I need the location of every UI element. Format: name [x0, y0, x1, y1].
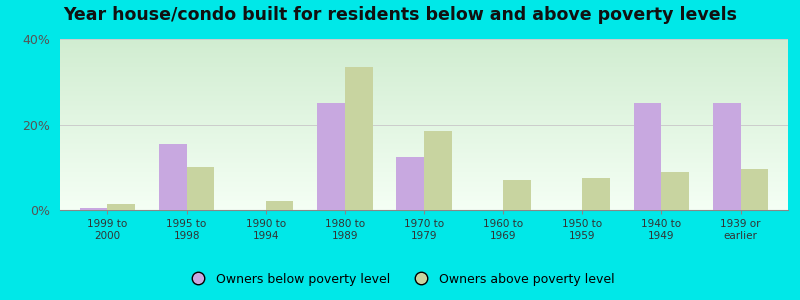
Bar — [266, 202, 294, 210]
Bar — [345, 67, 373, 210]
Bar — [159, 144, 186, 210]
Bar — [424, 131, 452, 210]
Legend: Owners below poverty level, Owners above poverty level: Owners below poverty level, Owners above… — [181, 268, 619, 291]
Bar — [107, 204, 135, 210]
Bar — [80, 208, 107, 210]
Bar — [317, 103, 345, 210]
Bar — [741, 169, 768, 210]
Bar — [662, 172, 689, 210]
Bar — [713, 103, 741, 210]
Bar — [186, 167, 214, 210]
Bar — [396, 157, 424, 210]
Bar — [634, 103, 662, 210]
Bar — [582, 178, 610, 210]
Bar — [503, 180, 531, 210]
Text: Year house/condo built for residents below and above poverty levels: Year house/condo built for residents bel… — [63, 6, 737, 24]
